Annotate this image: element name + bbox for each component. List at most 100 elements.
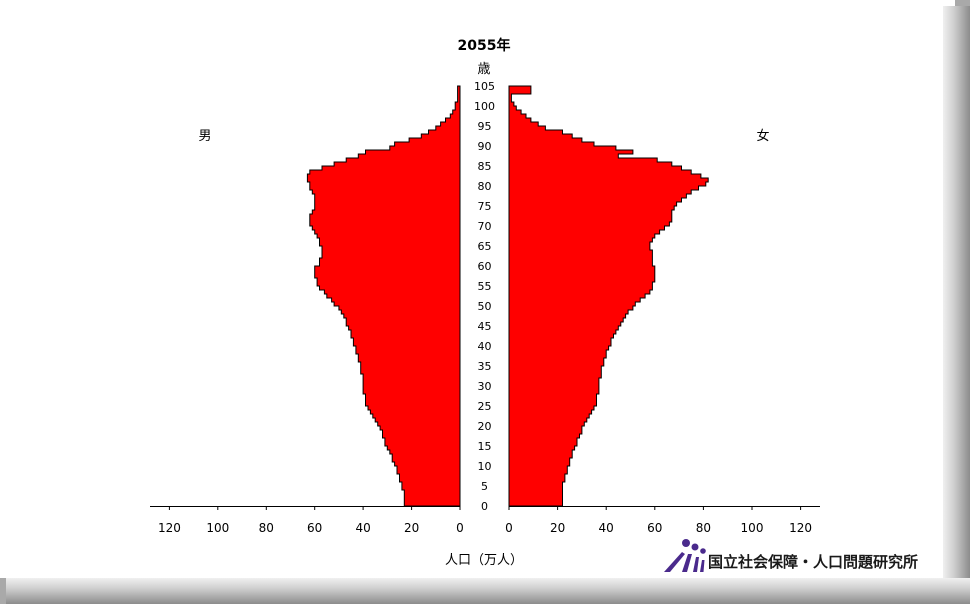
female-age-bar — [509, 186, 699, 191]
female-age-bar — [509, 382, 599, 387]
male-age-bar — [404, 490, 460, 495]
female-x-tick-label: 80 — [696, 521, 711, 535]
male-age-bar — [317, 282, 460, 287]
male-age-bar — [358, 354, 460, 359]
x-axis-label: 人口（万人） — [445, 553, 523, 568]
male-age-bar — [452, 110, 460, 115]
male-age-bar — [317, 234, 460, 239]
female-age-bar — [509, 162, 672, 167]
male-age-bar — [334, 302, 460, 307]
female-age-bar — [509, 270, 655, 275]
female-age-bar — [509, 370, 602, 375]
female-age-bar — [509, 374, 602, 379]
female-age-bar — [509, 262, 653, 267]
female-age-bar — [509, 146, 616, 151]
female-x-tick-label: 0 — [505, 521, 513, 535]
male-age-bar — [450, 114, 460, 119]
female-age-bar — [509, 142, 594, 147]
male-age-bar — [355, 346, 460, 351]
female-age-bar — [509, 178, 709, 183]
male-age-bar — [351, 330, 460, 335]
female-age-bar — [509, 306, 633, 311]
male-age-bar — [317, 278, 460, 283]
male-age-bar — [365, 150, 460, 155]
female-age-bar — [509, 234, 655, 239]
male-age-bar — [382, 434, 460, 439]
male-age-bar — [309, 186, 460, 191]
female-age-bar — [509, 174, 701, 179]
female-age-bar — [509, 490, 563, 495]
age-tick-label: 100 — [474, 100, 495, 113]
male-series — [306, 85, 461, 507]
male-age-bar — [314, 266, 460, 271]
female-age-bar — [509, 438, 577, 443]
male-age-bar — [307, 178, 460, 183]
male-age-bar — [322, 246, 460, 251]
male-age-bar — [380, 426, 460, 431]
male-age-bar — [309, 218, 460, 223]
male-age-bar — [309, 182, 460, 187]
female-x-tick-label: 60 — [647, 521, 662, 535]
female-age-bar — [509, 226, 665, 231]
female-age-bar — [509, 450, 573, 455]
age-tick-label: 65 — [478, 240, 492, 253]
age-tick-label: 70 — [478, 220, 492, 233]
male-age-bar — [319, 258, 460, 263]
female-age-bar — [509, 94, 512, 99]
male-age-bar — [404, 498, 460, 503]
male-age-bar — [389, 146, 460, 151]
male-age-bar — [312, 226, 460, 231]
female-age-bar — [509, 258, 653, 263]
female-age-bar — [509, 310, 629, 315]
male-age-bar — [343, 314, 461, 319]
male-age-bar — [365, 402, 460, 407]
male-age-bar — [365, 394, 460, 399]
female-age-bar — [509, 106, 517, 111]
female-age-bar — [509, 358, 604, 363]
female-age-bar — [509, 406, 594, 411]
male-age-bar — [355, 350, 460, 355]
male-x-tick-label: 80 — [259, 521, 274, 535]
female-age-bar — [509, 246, 650, 251]
male-age-bar — [309, 222, 460, 227]
male-age-bar — [457, 94, 460, 99]
male-age-bar — [307, 174, 460, 179]
male-age-bar — [363, 382, 460, 387]
male-age-bar — [314, 206, 460, 211]
male-age-bar — [314, 198, 460, 203]
female-age-bar — [509, 410, 592, 415]
male-age-bar — [322, 166, 460, 171]
male-age-bar — [363, 374, 460, 379]
male-age-bar — [322, 254, 460, 259]
female-age-bar — [509, 402, 597, 407]
female-label: 女 — [756, 128, 769, 144]
male-x-tick-label: 20 — [404, 521, 419, 535]
female-age-bar — [509, 86, 531, 91]
age-unit-label: 歳 — [477, 62, 490, 77]
age-tick-label: 90 — [478, 140, 492, 153]
male-age-bar — [346, 158, 460, 163]
female-age-bar — [509, 266, 655, 271]
chart-title: 2055年 — [458, 37, 511, 54]
female-x-tick-label: 120 — [789, 521, 812, 535]
female-age-bar — [509, 218, 672, 223]
male-age-bar — [394, 462, 460, 467]
age-tick-label: 5 — [481, 480, 488, 493]
institute-logo: 国立社会保障・人口問題研究所 — [662, 538, 947, 576]
male-label: 男 — [198, 129, 211, 144]
male-age-bar — [392, 454, 460, 459]
age-tick-label: 75 — [478, 200, 492, 213]
male-age-bar — [397, 470, 460, 475]
female-age-bar — [509, 334, 614, 339]
female-age-bar — [509, 342, 611, 347]
female-age-bar — [509, 354, 607, 359]
female-age-bar — [509, 138, 582, 143]
age-tick-label: 30 — [478, 380, 492, 393]
female-age-bar — [509, 302, 636, 307]
male-age-bar — [370, 410, 460, 415]
female-age-bar — [509, 130, 563, 135]
female-age-bar — [509, 494, 563, 499]
male-x-tick-label: 120 — [158, 521, 181, 535]
